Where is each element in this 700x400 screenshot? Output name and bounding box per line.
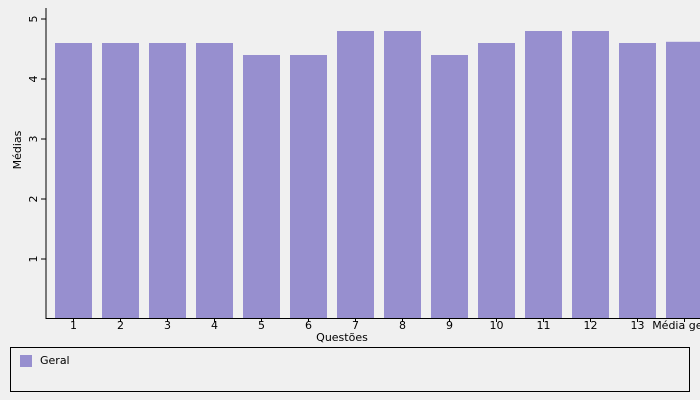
bar [666,41,700,320]
bar [149,43,186,319]
legend-box [10,347,690,392]
bar [55,43,92,319]
legend-label: Geral [40,354,70,367]
bar [572,31,609,319]
y-tick-label: 1 [27,256,40,263]
x-tick-label: 3 [164,319,171,332]
x-tick-label: 9 [446,319,453,332]
x-tick-label: Média geral [652,319,700,332]
x-tick-label: 5 [258,319,265,332]
bar [525,31,562,319]
bar [431,55,468,319]
y-tick-label: 2 [27,196,40,203]
y-tick-label: 4 [27,76,40,83]
bar [478,43,515,319]
y-tick-label: 3 [27,136,40,143]
bar [290,55,327,319]
x-tick-label: 4 [211,319,218,332]
x-tick-label: 8 [399,319,406,332]
x-axis-label: Questões [316,331,368,344]
bar [619,43,656,319]
x-tick-label: 13 [631,319,645,332]
bar [337,31,374,319]
x-tick-label: 2 [117,319,124,332]
x-tick-label: 1 [70,319,77,332]
bar [102,43,139,319]
x-tick-label: 6 [305,319,312,332]
legend-swatch [20,355,32,367]
x-tick-label: 11 [537,319,551,332]
y-axis-label: Médias [11,130,24,169]
y-tick-label: 5 [27,16,40,23]
x-tick-label: 10 [490,319,504,332]
bar [196,43,233,319]
bar [243,55,280,319]
bar [384,31,421,319]
x-tick-label: 7 [352,319,359,332]
x-tick-label: 12 [584,319,598,332]
